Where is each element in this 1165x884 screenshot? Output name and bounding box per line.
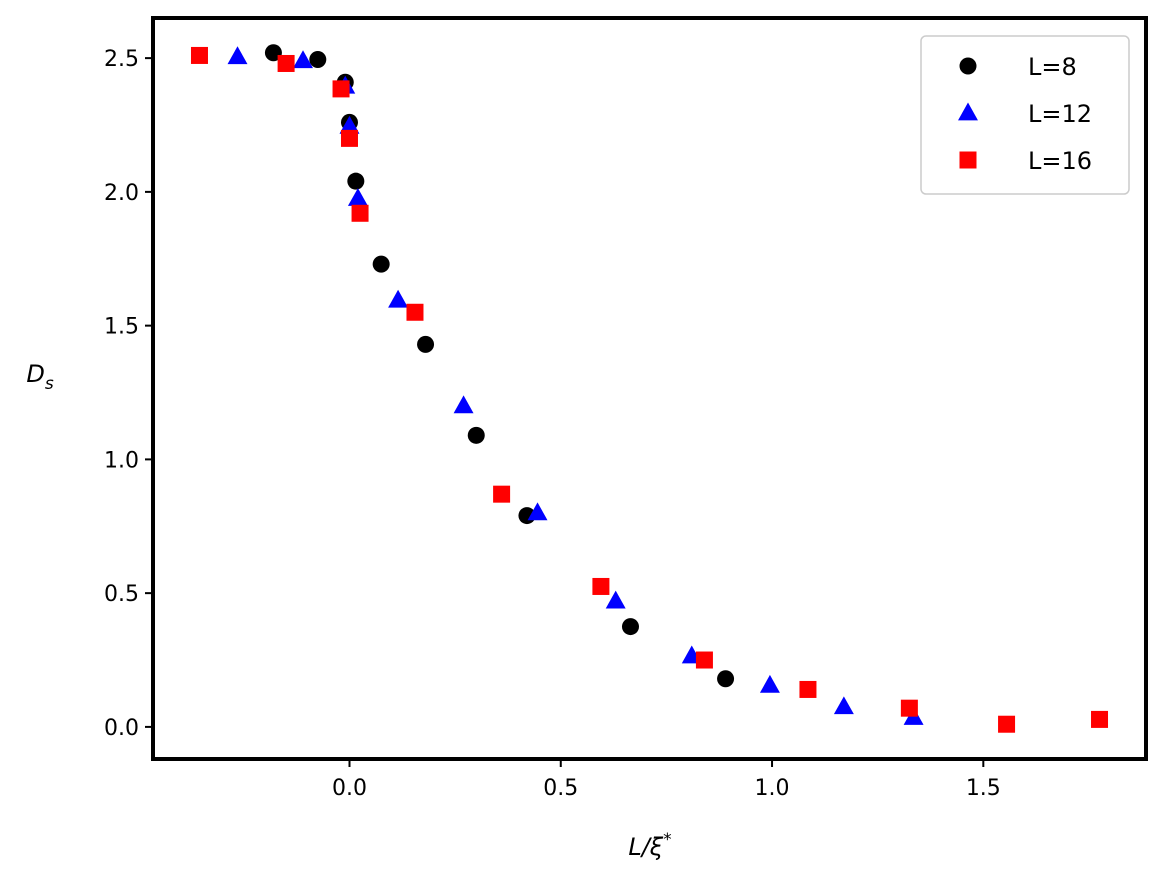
y-axis-ticks: 0.0 0.5 1.0 1.5 2.0 2.5 <box>104 47 153 741</box>
data-point <box>900 699 918 717</box>
y-tick-label: 2.5 <box>104 47 139 72</box>
legend-box <box>920 35 1130 195</box>
data-point <box>340 129 358 147</box>
legend-label: L=8 <box>1028 53 1077 81</box>
data-point <box>339 115 360 134</box>
y-tick-label: 0.0 <box>104 716 139 741</box>
y-tick-label: 2.0 <box>104 181 139 206</box>
x-tick-label: 1.0 <box>755 776 790 801</box>
data-point <box>347 188 368 206</box>
x-tick-label: 0.0 <box>332 776 367 801</box>
legend: L=8 L=12 L=16 <box>920 35 1130 195</box>
y-tick-label: 0.5 <box>104 582 139 607</box>
legend-label: L=12 <box>1028 100 1092 128</box>
data-point <box>605 590 626 609</box>
data-point <box>190 46 208 64</box>
series-square <box>190 46 1109 733</box>
data-point <box>592 577 610 595</box>
data-point <box>621 618 639 636</box>
data-point <box>347 172 365 190</box>
data-point <box>332 80 350 98</box>
series-triangle <box>227 46 924 725</box>
data-point <box>277 54 295 72</box>
x-axis-label: L/ξ* <box>628 830 671 861</box>
y-tick-label: 1.0 <box>104 448 139 473</box>
x-tick-label: 0.5 <box>543 776 578 801</box>
data-point <box>372 255 390 273</box>
data-point <box>406 303 424 321</box>
plot-frame <box>151 16 1148 761</box>
data-point <box>467 426 485 444</box>
data-point <box>309 50 327 68</box>
legend-marker <box>959 57 977 75</box>
data-point <box>453 395 474 414</box>
data-point <box>493 485 511 503</box>
data-point <box>695 651 713 669</box>
x-axis-ticks: 0.0 0.5 1.0 1.5 <box>332 759 1001 801</box>
data-point <box>417 335 435 353</box>
data-points <box>190 44 1109 733</box>
data-point <box>998 715 1016 733</box>
y-tick-label: 1.5 <box>104 315 139 340</box>
data-point <box>527 502 548 521</box>
data-point <box>388 289 409 308</box>
data-point <box>1091 710 1109 728</box>
legend-marker <box>959 151 977 169</box>
data-point <box>351 204 369 222</box>
series-circle <box>264 44 735 688</box>
data-point <box>833 696 854 715</box>
legend-label: L=16 <box>1028 147 1092 175</box>
data-point <box>759 674 780 693</box>
data-point <box>227 46 248 65</box>
data-point <box>799 680 817 698</box>
data-point <box>293 50 313 69</box>
x-tick-label: 1.5 <box>966 776 1001 801</box>
data-point <box>717 670 735 688</box>
y-axis-label: Ds <box>26 360 53 394</box>
legend-marker <box>958 102 978 121</box>
